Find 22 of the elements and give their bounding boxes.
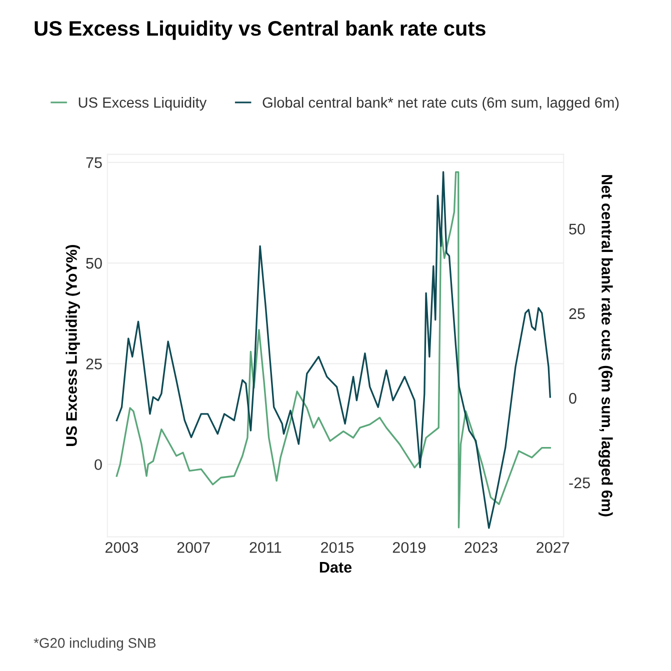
y2-axis-title: Net central bank rate cuts (6m sum, lagged 6m) — [598, 175, 613, 516]
y-tick-label: 75 — [86, 157, 102, 168]
x-tick-label: 2007 — [177, 542, 210, 553]
x-tick-label: 2015 — [321, 542, 354, 553]
x-tick-label: 2011 — [250, 542, 282, 553]
x-tick-label: 2003 — [106, 542, 138, 553]
legend-label: Global central bank* net rate cuts (6m sum, lagged 6m) — [262, 97, 619, 111]
y2-tick-label: 25 — [569, 308, 585, 320]
legend-label: US Excess Liquidity — [78, 97, 207, 111]
y-axis-title: US Excess Liquidity (YoY%) — [66, 245, 80, 446]
x-tick-label: 2019 — [392, 542, 426, 553]
y-tick-label: 0 — [94, 459, 102, 470]
chart-title: US Excess Liquidity vs Central bank rate cuts — [34, 20, 486, 40]
x-axis-title: Date — [320, 562, 352, 573]
y-tick-label: 25 — [86, 358, 102, 370]
y2-tick-label: 0 — [569, 392, 576, 404]
text: *G20 including SNB — [34, 638, 156, 651]
x-tick-label: 2027 — [536, 542, 570, 553]
y-tick-label: 50 — [86, 258, 102, 269]
y2-tick-label: -25 — [569, 478, 590, 488]
x-tick-label: 2023 — [464, 542, 498, 553]
y2-tick-label: 50 — [569, 224, 585, 234]
